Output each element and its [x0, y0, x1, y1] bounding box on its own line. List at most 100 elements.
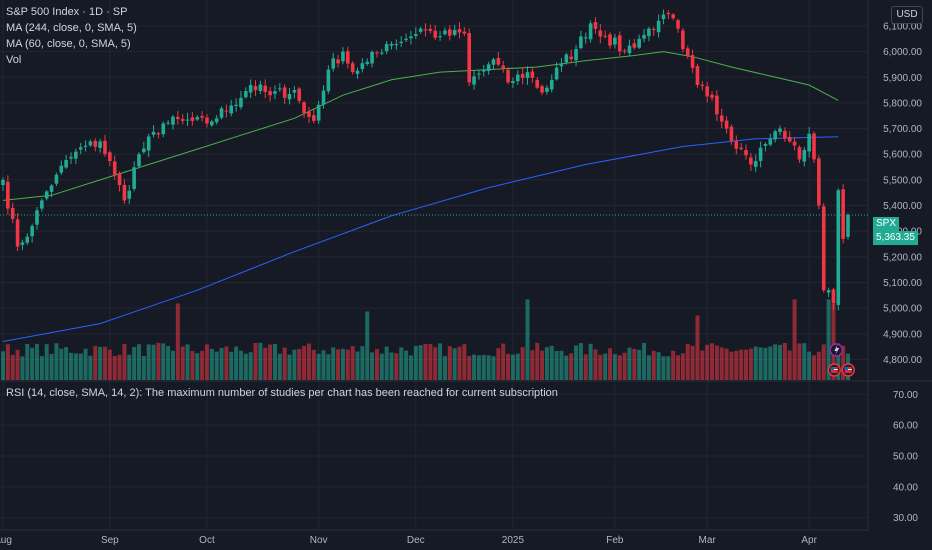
candle-body — [384, 43, 389, 52]
volume-bar — [132, 347, 137, 380]
volume-bar — [146, 344, 151, 380]
currency-button[interactable]: USD — [891, 6, 923, 24]
volume-bar — [49, 353, 54, 380]
volume-bar — [826, 299, 831, 380]
candle-body — [423, 29, 428, 31]
candle-body — [394, 44, 399, 46]
volume-bar — [574, 345, 579, 380]
volume-bar — [462, 344, 467, 380]
price-axis-label: 5,500.00 — [883, 175, 922, 186]
price-axis-label: 5,900.00 — [883, 73, 922, 84]
price-axis-label: 6,000.00 — [883, 47, 922, 58]
candle-body — [171, 116, 175, 125]
ma-244-line — [2, 136, 839, 342]
candle-body — [457, 29, 462, 33]
volume-bar — [25, 343, 30, 380]
volume-bar — [748, 348, 753, 380]
candle-body — [632, 43, 637, 48]
volume-bar — [195, 353, 200, 380]
candle-body — [375, 52, 379, 54]
candle-body — [642, 34, 646, 39]
volume-bar — [841, 345, 846, 380]
candle-body — [676, 20, 680, 29]
price-axis-label: 4,900.00 — [883, 329, 922, 340]
candle-body — [74, 151, 78, 159]
candle-body — [496, 58, 501, 65]
price-axis-label: 5,800.00 — [883, 98, 922, 109]
volume-bar — [399, 347, 404, 380]
volume-bar — [379, 353, 384, 380]
volume-bar — [812, 355, 817, 380]
ma-244-legend[interactable]: MA (244, close, 0, SMA, 5) — [6, 22, 137, 34]
ma-60-legend[interactable]: MA (60, close, 0, SMA, 5) — [6, 38, 131, 50]
volume-bar — [243, 353, 248, 380]
candle-body — [763, 143, 768, 146]
candle-body — [622, 50, 627, 52]
candle-body — [719, 115, 724, 122]
candle-body — [462, 31, 467, 34]
candle-body — [452, 30, 457, 35]
price-axis-label: 6,100.00 — [883, 21, 922, 32]
candle-body — [404, 38, 408, 41]
candle-body — [729, 126, 734, 141]
volume-bar — [5, 344, 10, 380]
volume-bar — [234, 346, 239, 380]
candle-body — [588, 23, 593, 40]
volume-bar — [292, 349, 297, 380]
candle-body — [214, 118, 219, 123]
price-axis-label: 5,100.00 — [883, 278, 922, 289]
candle-body — [656, 20, 661, 33]
candle-body — [10, 207, 15, 219]
candle-body — [438, 36, 442, 38]
rsi-axis-label: 50.00 — [893, 452, 918, 463]
volume-bar — [476, 355, 481, 380]
candle-body — [768, 138, 773, 145]
candle-body — [749, 157, 753, 165]
candle-body — [122, 185, 127, 201]
volume-bar — [680, 353, 685, 380]
candle-body — [176, 116, 180, 120]
volume-bar — [336, 349, 341, 380]
candle-body — [477, 73, 481, 75]
candle-body — [35, 210, 39, 225]
candle-body — [831, 289, 836, 304]
volume-legend[interactable]: Vol — [6, 54, 22, 66]
volume-bar — [360, 346, 365, 380]
candle-body — [25, 236, 30, 243]
volume-bar — [457, 346, 462, 380]
volume-bar — [238, 350, 243, 380]
time-axis-label: Oct — [199, 535, 215, 546]
candle-body — [491, 59, 496, 65]
candle-body — [545, 87, 549, 92]
time-axis-label: Nov — [310, 535, 328, 546]
candle-body — [263, 85, 268, 92]
candle-body — [409, 36, 413, 39]
volume-bar — [525, 299, 530, 380]
candle-body — [841, 189, 845, 239]
candle-body — [647, 28, 651, 37]
flag-stripe-white — [830, 369, 838, 370]
volume-bar — [39, 356, 44, 380]
symbol-title[interactable]: S&P 500 Index · 1D · SP — [6, 6, 128, 18]
volume-bar — [59, 348, 64, 380]
volume-bar — [758, 347, 763, 380]
candle-body — [671, 14, 675, 19]
candle-body — [161, 123, 166, 135]
candle-body — [428, 29, 433, 31]
candle-body — [598, 30, 603, 37]
volume-bar — [496, 348, 501, 380]
volume-bar — [452, 348, 457, 380]
price-axis-label: 5,400.00 — [883, 201, 922, 212]
volume-bar — [714, 345, 719, 380]
volume-bar — [350, 346, 355, 380]
price-axis-label: 4,800.00 — [883, 355, 922, 366]
last-price-symbol: SPX — [873, 217, 900, 231]
candle-body — [433, 30, 438, 38]
volume-bar — [355, 351, 360, 380]
volume-bar — [30, 347, 35, 380]
candle-body — [637, 38, 641, 48]
volume-bar — [117, 354, 122, 380]
volume-bar — [787, 350, 792, 380]
volume-bar — [345, 349, 350, 380]
